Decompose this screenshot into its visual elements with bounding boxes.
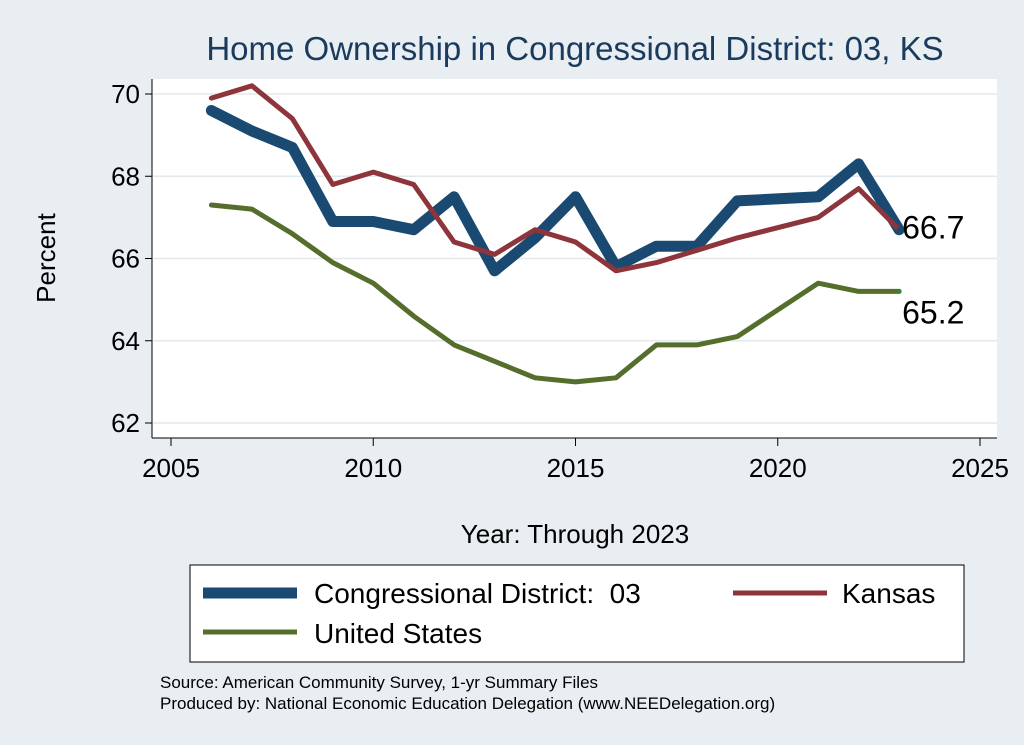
series-line-kansas xyxy=(208,83,902,274)
series-line-cd03 xyxy=(205,105,905,277)
y-tick-label-70: 70 xyxy=(111,79,140,109)
x-tick-label-2005: 2005 xyxy=(142,453,200,483)
end-labels: 66.7 65.2 xyxy=(896,210,964,330)
y-tick-label-66: 66 xyxy=(111,244,140,274)
legend-label-cd03: Congressional District: 03 xyxy=(314,578,641,609)
y-tick-label-62: 62 xyxy=(111,408,140,438)
legend-box xyxy=(189,564,965,663)
source-note: Source: American Community Survey, 1-yr … xyxy=(160,673,598,692)
chart-title: Home Ownership in Congressional District… xyxy=(206,30,943,67)
end-marker-1 xyxy=(896,288,902,294)
legend-label-kansas: Kansas xyxy=(842,578,935,609)
y-tick-label-64: 64 xyxy=(111,326,140,356)
grid xyxy=(153,93,997,424)
x-tick-label-2025: 2025 xyxy=(951,453,1009,483)
produced-by-note: Produced by: National Economic Education… xyxy=(160,694,775,713)
x-tick-label-2010: 2010 xyxy=(344,453,402,483)
y-axis-title: Percent xyxy=(31,212,61,302)
x-tick-label-2020: 2020 xyxy=(749,453,807,483)
series-layer xyxy=(205,83,905,385)
y-ticks: 62 64 66 68 70 xyxy=(111,79,152,438)
legend: Congressional District: 03 Kansas United… xyxy=(189,564,965,663)
x-tick-label-2015: 2015 xyxy=(547,453,605,483)
series-line-us xyxy=(208,202,902,385)
end-label-cd03: 66.7 xyxy=(902,210,964,246)
end-marker-0 xyxy=(896,227,902,233)
end-label-us: 65.2 xyxy=(902,294,964,330)
legend-label-us: United States xyxy=(314,618,482,649)
x-axis-title: Year: Through 2023 xyxy=(461,519,689,549)
x-ticks: 2005 2010 2015 2020 2025 xyxy=(142,438,1009,483)
y-tick-label-68: 68 xyxy=(111,161,140,191)
